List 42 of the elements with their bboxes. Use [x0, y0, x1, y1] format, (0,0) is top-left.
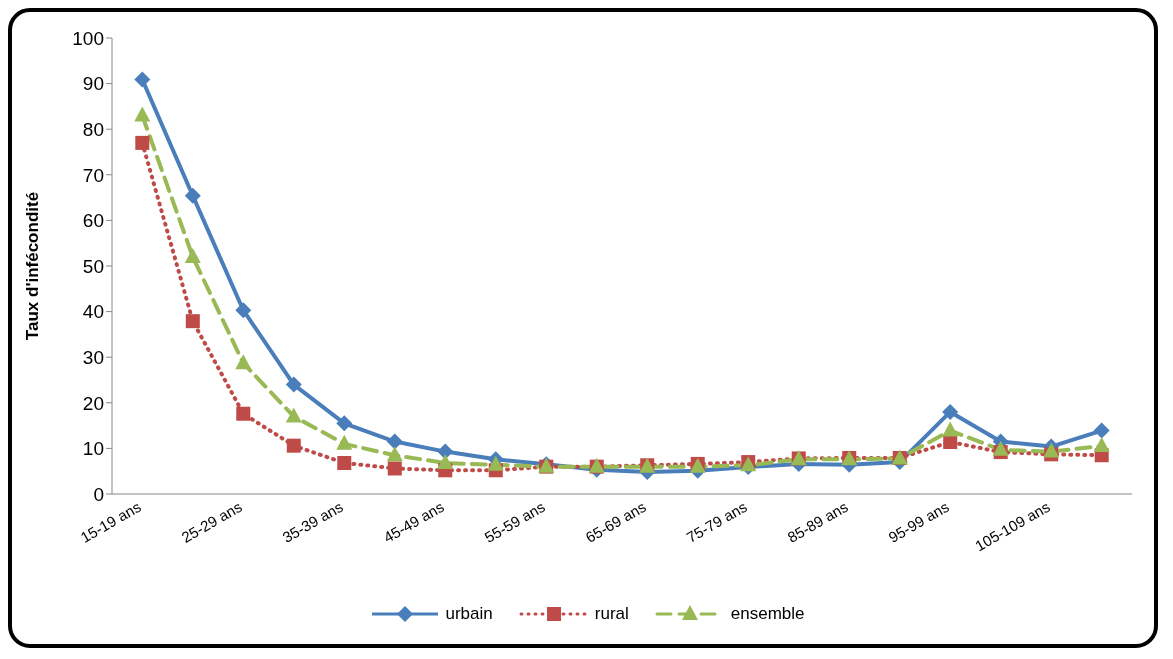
point — [386, 446, 403, 462]
point — [487, 455, 504, 471]
point — [337, 455, 352, 470]
point — [236, 406, 251, 421]
y-tick-label: 10 — [82, 438, 104, 460]
point — [134, 71, 151, 88]
point — [184, 247, 201, 263]
point — [942, 403, 959, 420]
y-tick-label: 0 — [93, 483, 104, 505]
legend-label: ensemble — [730, 604, 805, 624]
point — [336, 415, 353, 432]
x-tick-label: 45-49 ans — [380, 497, 447, 546]
y-tick-label: 60 — [82, 210, 104, 232]
point — [386, 433, 403, 450]
y-tick-label: 40 — [82, 301, 104, 323]
y-tick-label: 90 — [82, 73, 104, 95]
point — [942, 421, 959, 437]
point — [285, 376, 302, 393]
y-tick-label: 30 — [82, 346, 104, 368]
point — [387, 461, 402, 476]
point — [992, 440, 1009, 456]
point — [285, 407, 302, 423]
y-axis-title: Taux d'infécondité — [23, 191, 43, 341]
point — [235, 354, 252, 370]
y-tick-label: 70 — [82, 164, 104, 186]
point — [1093, 422, 1110, 439]
y-tick-label: 20 — [82, 392, 104, 414]
point — [1043, 442, 1060, 458]
point — [134, 106, 151, 122]
point — [184, 187, 201, 204]
legend-label: rural — [594, 604, 629, 624]
point — [185, 314, 200, 329]
point — [286, 438, 301, 453]
point — [235, 302, 252, 319]
legend-label: urbain — [445, 604, 493, 624]
y-tick-label: 50 — [82, 255, 104, 277]
point — [437, 453, 454, 469]
point — [336, 434, 353, 450]
y-tick-label: 80 — [82, 118, 104, 140]
point — [135, 135, 150, 150]
point — [1093, 437, 1110, 453]
y-tick-label: 100 — [72, 27, 104, 49]
